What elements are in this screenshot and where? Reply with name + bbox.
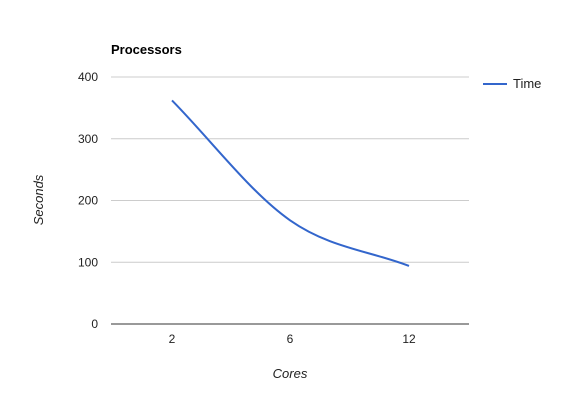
chart-title: Processors [111,42,182,57]
legend-label: Time [513,76,541,91]
y-axis-label: Seconds [31,174,46,225]
y-tick-label: 200 [78,194,98,208]
series-lines [171,99,410,267]
y-tick-label: 300 [78,132,98,146]
x-tick-label: 12 [402,332,416,346]
y-axis-ticks: 0 100 200 300 400 [78,70,98,331]
x-tick-label: 2 [169,332,176,346]
gridlines [111,76,469,263]
x-axis-ticks: 2 6 12 [169,332,416,346]
series-line-time [171,99,410,267]
y-tick-label: 0 [91,317,98,331]
legend: Time [483,76,541,91]
x-tick-label: 6 [287,332,294,346]
y-tick-label: 100 [78,255,98,269]
y-tick-label: 400 [78,70,98,84]
x-axis-label: Cores [273,366,308,381]
